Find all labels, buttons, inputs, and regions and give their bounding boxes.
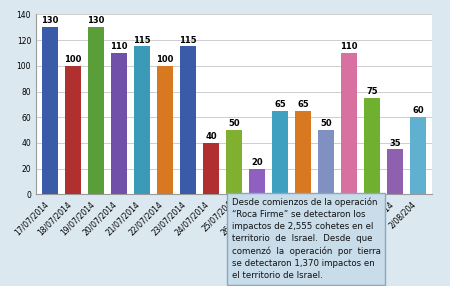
Text: 50: 50 (320, 119, 332, 128)
Bar (203, 143, 219, 194)
Text: 110: 110 (110, 42, 128, 51)
Text: 60: 60 (412, 106, 424, 115)
Text: 110: 110 (340, 42, 358, 51)
Bar (226, 130, 242, 194)
Text: 130: 130 (41, 16, 58, 25)
Bar (42, 27, 58, 194)
Bar (134, 47, 150, 194)
Text: 35: 35 (389, 138, 401, 148)
Bar (111, 53, 127, 194)
Text: 100: 100 (156, 55, 174, 64)
Text: 130: 130 (87, 16, 104, 25)
Text: 115: 115 (133, 35, 151, 45)
Bar (88, 27, 104, 194)
Text: 75: 75 (366, 87, 378, 96)
Bar (318, 130, 334, 194)
Text: 40: 40 (205, 132, 217, 141)
Bar (341, 53, 357, 194)
Text: 20: 20 (251, 158, 263, 167)
Text: 65: 65 (274, 100, 286, 109)
Bar (157, 66, 173, 194)
Bar (410, 117, 426, 194)
Text: 50: 50 (228, 119, 240, 128)
Bar (295, 111, 311, 194)
Bar (249, 169, 265, 194)
Bar (387, 149, 403, 194)
Text: 100: 100 (64, 55, 81, 64)
Text: Desde comienzos de la operación
“Roca Firme” se detectaron los
impactos de 2,555: Desde comienzos de la operación “Roca Fi… (232, 197, 381, 280)
Bar (65, 66, 81, 194)
Bar (364, 98, 380, 194)
Bar (272, 111, 288, 194)
Text: 65: 65 (297, 100, 309, 109)
Text: 115: 115 (179, 35, 197, 45)
Bar (180, 47, 196, 194)
